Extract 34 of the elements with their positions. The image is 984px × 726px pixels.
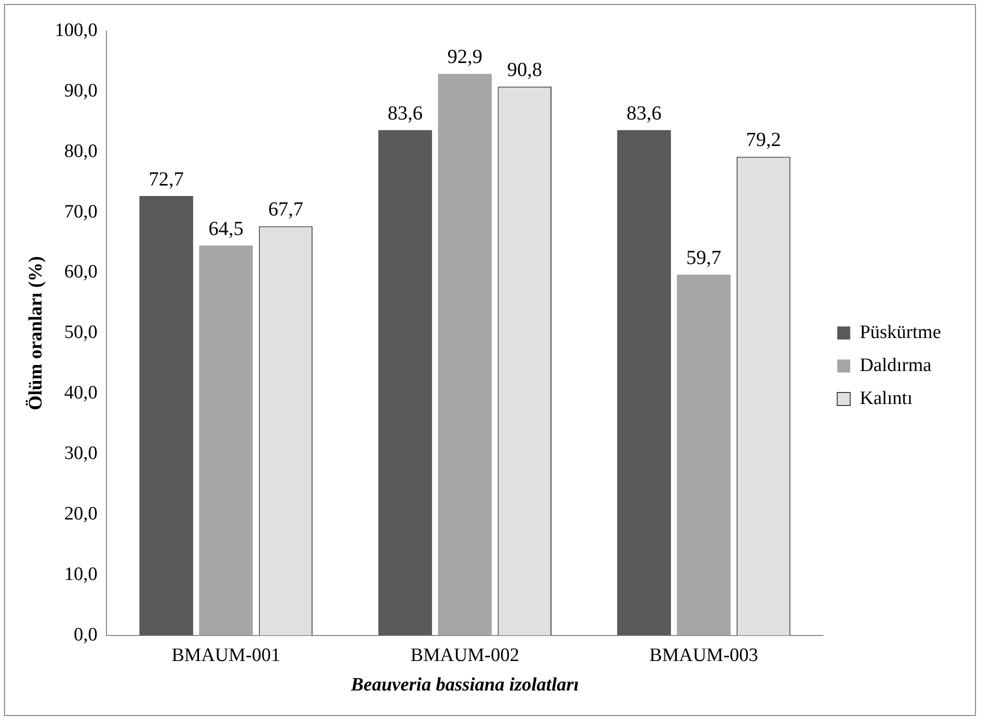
text: 64,5: [208, 218, 244, 240]
bar: [199, 246, 253, 636]
x-tick-label: BMAUM-002: [410, 644, 520, 666]
bar: [617, 130, 671, 636]
x-tick-label: BMAUM-001: [172, 644, 280, 666]
legend-label: Püskürtme: [860, 322, 941, 343]
y-tick-label: 30,0: [64, 443, 98, 464]
bar: [378, 130, 432, 636]
y-tick-label: 50,0: [64, 322, 98, 344]
y-tick-label: 90,0: [64, 80, 98, 102]
legend-label: Daldırma: [860, 354, 932, 376]
bar: [139, 196, 194, 636]
text: 79,2: [746, 128, 781, 151]
legend-label: Kalıntı: [860, 388, 912, 409]
y-tick-label: 60,0: [64, 262, 98, 283]
bar: [438, 74, 492, 636]
y-tick-label: 70,0: [64, 201, 98, 222]
x-tick-label: BMAUM-003: [649, 644, 758, 666]
text: 59,7: [686, 246, 722, 269]
y-tick-label: 20,0: [64, 504, 98, 525]
text: 83,6: [388, 102, 423, 124]
text: 67,7: [268, 198, 304, 220]
text: 92,9: [447, 46, 482, 68]
y-tick-label: 0,0: [74, 624, 98, 646]
y-tick-label: 100,0: [54, 20, 98, 41]
y-tick-label: 10,0: [64, 564, 98, 585]
y-axis-title: Ölüm oranları (%): [25, 256, 46, 410]
bar: [676, 274, 731, 636]
text: 90,8: [507, 58, 542, 81]
x-axis-title: Beauveria bassiana izolatları: [350, 674, 579, 696]
text: 72,7: [148, 168, 184, 190]
y-tick-label: 40,0: [64, 382, 98, 404]
y-tick-label: 80,0: [64, 140, 98, 162]
text: 83,6: [626, 102, 662, 124]
